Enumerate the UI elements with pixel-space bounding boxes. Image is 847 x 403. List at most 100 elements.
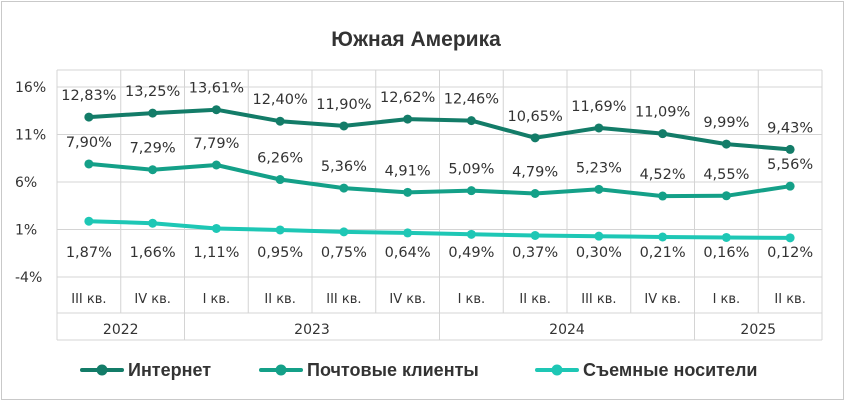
year-label: 2025: [740, 322, 776, 338]
data-point: [530, 230, 540, 240]
data-label: 4,55%: [703, 167, 749, 183]
data-label-layer: 12,83% 13,25% 13,61% 12,40% 11,90% 12,62% 12,4…: [61, 81, 813, 261]
data-point: [594, 184, 604, 194]
data-point: [211, 223, 221, 233]
data-point: [594, 123, 604, 133]
x-tick-label: I кв.: [458, 292, 486, 307]
data-point: [658, 129, 668, 139]
x-tick-label: IV кв.: [134, 292, 171, 307]
x-tick-label: IV кв.: [644, 292, 681, 307]
data-point: [84, 159, 94, 169]
data-point: [275, 116, 285, 126]
x-tick-label: III кв.: [71, 292, 106, 307]
data-point: [530, 133, 540, 143]
data-point: [84, 112, 94, 122]
data-label: 12,40%: [252, 92, 307, 108]
data-label: 4,91%: [385, 163, 431, 179]
legend-marker: [275, 364, 287, 376]
data-point: [785, 233, 795, 243]
y-tick-label: 16%: [15, 80, 46, 96]
data-label: 11,90%: [316, 97, 371, 113]
x-tick-label: II кв.: [519, 292, 550, 307]
data-point: [403, 114, 413, 124]
data-label: 5,36%: [321, 159, 367, 175]
data-label: 9,43%: [767, 120, 813, 136]
data-point: [148, 165, 158, 175]
data-label: 11,09%: [635, 105, 690, 121]
data-point: [84, 216, 94, 226]
data-label: 0,95%: [257, 245, 303, 261]
data-point: [658, 191, 668, 201]
data-label: 5,56%: [767, 157, 813, 173]
data-label: 12,46%: [444, 92, 499, 108]
series-line: [86, 107, 793, 152]
data-label: 0,21%: [640, 245, 686, 261]
data-point: [148, 108, 158, 118]
data-point: [466, 186, 476, 196]
data-label: 1,87%: [66, 245, 112, 261]
series-line: [86, 161, 793, 199]
data-label: 0,30%: [576, 245, 622, 261]
data-label: 4,79%: [512, 164, 558, 180]
data-point: [721, 232, 731, 242]
data-point: [275, 225, 285, 235]
series-layer: [84, 105, 795, 243]
data-point: [785, 181, 795, 191]
data-label: 0,12%: [767, 245, 813, 261]
grid-layer: [56, 69, 823, 341]
data-point: [721, 139, 731, 149]
year-label: 2023: [294, 322, 330, 338]
x-tick-label: I кв.: [203, 292, 231, 307]
axis-layer: 16% 11% 6% 1% -4% 2022 2023 2024 2025 III кв. IV к…: [15, 80, 806, 338]
data-point: [339, 183, 349, 193]
x-tick-label: III кв.: [581, 292, 616, 307]
data-point: [785, 144, 795, 154]
data-label: 12,62%: [380, 90, 435, 106]
data-point: [211, 105, 221, 115]
data-point: [403, 187, 413, 197]
data-label: 0,75%: [321, 245, 367, 261]
y-tick-label: 6%: [15, 175, 37, 191]
data-label: 5,09%: [448, 162, 494, 178]
y-tick-label: 11%: [15, 128, 46, 144]
year-label: 2024: [549, 322, 585, 338]
data-point: [721, 191, 731, 201]
y-tick-label: 1%: [15, 223, 37, 239]
data-label: 12,83%: [61, 88, 116, 104]
data-label: 10,65%: [507, 109, 562, 125]
data-label: 7,90%: [66, 135, 112, 151]
legend-marker: [551, 364, 563, 376]
data-label: 0,49%: [448, 245, 494, 261]
data-point: [339, 227, 349, 237]
data-point: [658, 232, 668, 242]
x-tick-label: III кв.: [326, 292, 361, 307]
year-label: 2022: [103, 322, 139, 338]
data-label: 11,69%: [571, 99, 626, 115]
legend-marker: [96, 364, 108, 376]
data-point: [466, 229, 476, 239]
data-point: [594, 231, 604, 241]
data-point: [148, 218, 158, 228]
x-tick-label: IV кв.: [389, 292, 426, 307]
legend-label: Съемные носители: [583, 360, 758, 380]
data-label: 4,52%: [640, 167, 686, 183]
data-point: [403, 228, 413, 238]
legend: Интернет Почтовые клиенты Съемные носители: [80, 360, 758, 380]
data-label: 0,37%: [512, 245, 558, 261]
data-point: [466, 116, 476, 126]
data-label: 1,66%: [130, 245, 176, 261]
data-point: [339, 121, 349, 131]
x-tick-label: I кв.: [713, 292, 741, 307]
chart-title: Южная Америка: [331, 28, 501, 51]
data-point: [530, 188, 540, 198]
data-label: 13,25%: [125, 84, 180, 100]
data-label: 5,23%: [576, 160, 622, 176]
data-label: 13,61%: [189, 81, 244, 97]
legend-label: Почтовые клиенты: [307, 360, 479, 380]
data-label: 7,79%: [193, 136, 239, 152]
legend-label: Интернет: [128, 360, 211, 380]
series-line: [86, 219, 793, 240]
data-label: 7,29%: [130, 141, 176, 157]
data-label: 0,16%: [703, 245, 749, 261]
